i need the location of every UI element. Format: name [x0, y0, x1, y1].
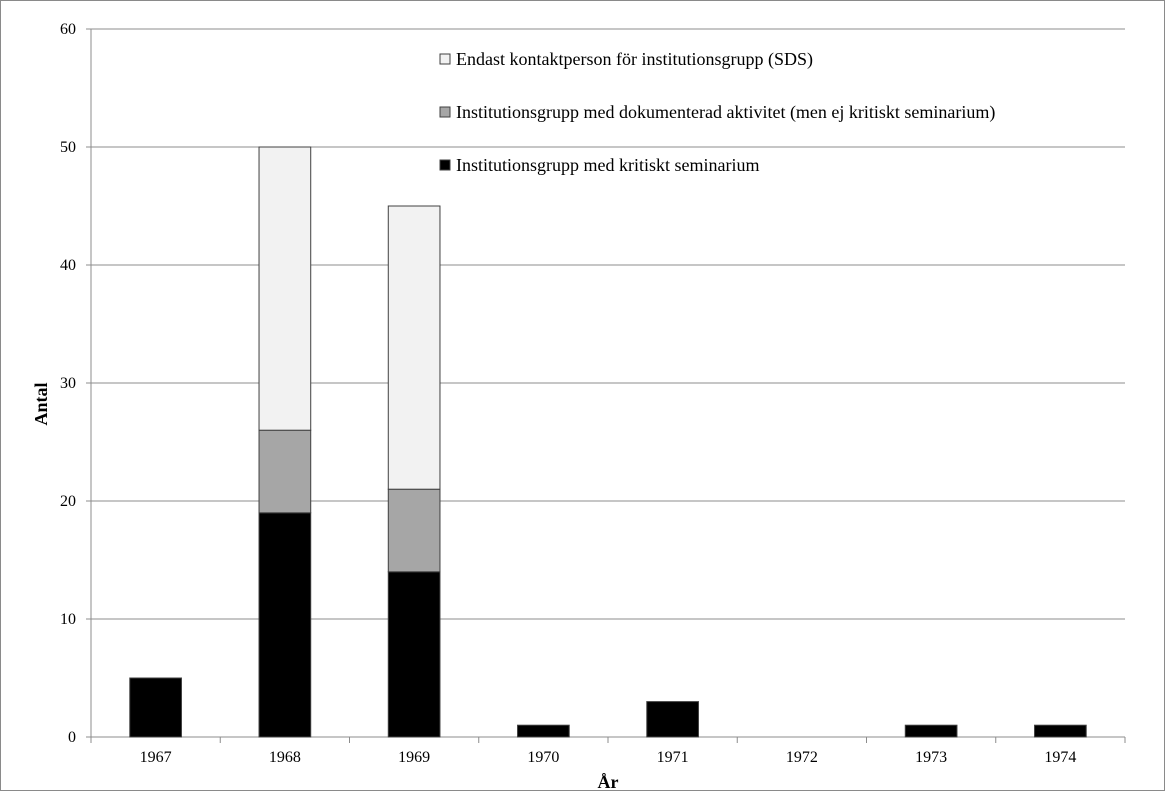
- bar-segment: [258, 429, 312, 514]
- legend-label: Institutionsgrupp med kritiskt seminariu…: [456, 155, 759, 175]
- x-tick-label: 1972: [786, 749, 818, 766]
- y-tick-label: 20: [60, 493, 76, 510]
- y-tick-label: 0: [68, 729, 76, 746]
- legend-label: Institutionsgrupp med dokumenterad aktiv…: [456, 102, 995, 123]
- legend: Endast kontaktperson för institutionsgru…: [439, 49, 995, 175]
- bar-segment: [387, 488, 441, 573]
- y-tick-label: 30: [60, 375, 76, 392]
- x-tick-label: 1973: [915, 749, 947, 766]
- bar-segment: [258, 512, 312, 738]
- y-tick-label: 10: [60, 611, 76, 628]
- x-axis: 1967 1968 1969 1970 1971 1972 1973 1974: [90, 736, 1126, 766]
- x-axis-title: År: [598, 772, 619, 791]
- x-tick-label: 1968: [269, 749, 301, 766]
- bar-segment: [387, 571, 441, 738]
- y-tick-label: 40: [60, 257, 76, 274]
- bars: [129, 146, 1087, 738]
- y-axis-title: Antal: [31, 382, 51, 425]
- x-tick-label: 1967: [140, 749, 172, 766]
- x-tick-label: 1970: [527, 749, 559, 766]
- bar-segment: [517, 724, 570, 738]
- bar-segment: [258, 146, 312, 431]
- bar-segment: [904, 724, 958, 738]
- legend-swatch: [439, 53, 451, 65]
- bar-segment: [646, 701, 699, 738]
- y-tick-label: 50: [60, 139, 76, 156]
- legend-label: Endast kontaktperson för institutionsgru…: [456, 49, 813, 70]
- legend-swatch: [439, 106, 451, 118]
- y-tick-label: 60: [60, 21, 76, 38]
- x-tick-label: 1969: [398, 749, 430, 766]
- y-axis: 0 10 20 30 40 50 60: [60, 21, 92, 746]
- legend-swatch: [439, 159, 451, 171]
- x-tick-label: 1974: [1044, 749, 1076, 766]
- bar-segment: [1034, 724, 1087, 738]
- bar-segment: [129, 677, 182, 738]
- bar-segment: [387, 205, 441, 490]
- x-tick-label: 1971: [657, 749, 689, 766]
